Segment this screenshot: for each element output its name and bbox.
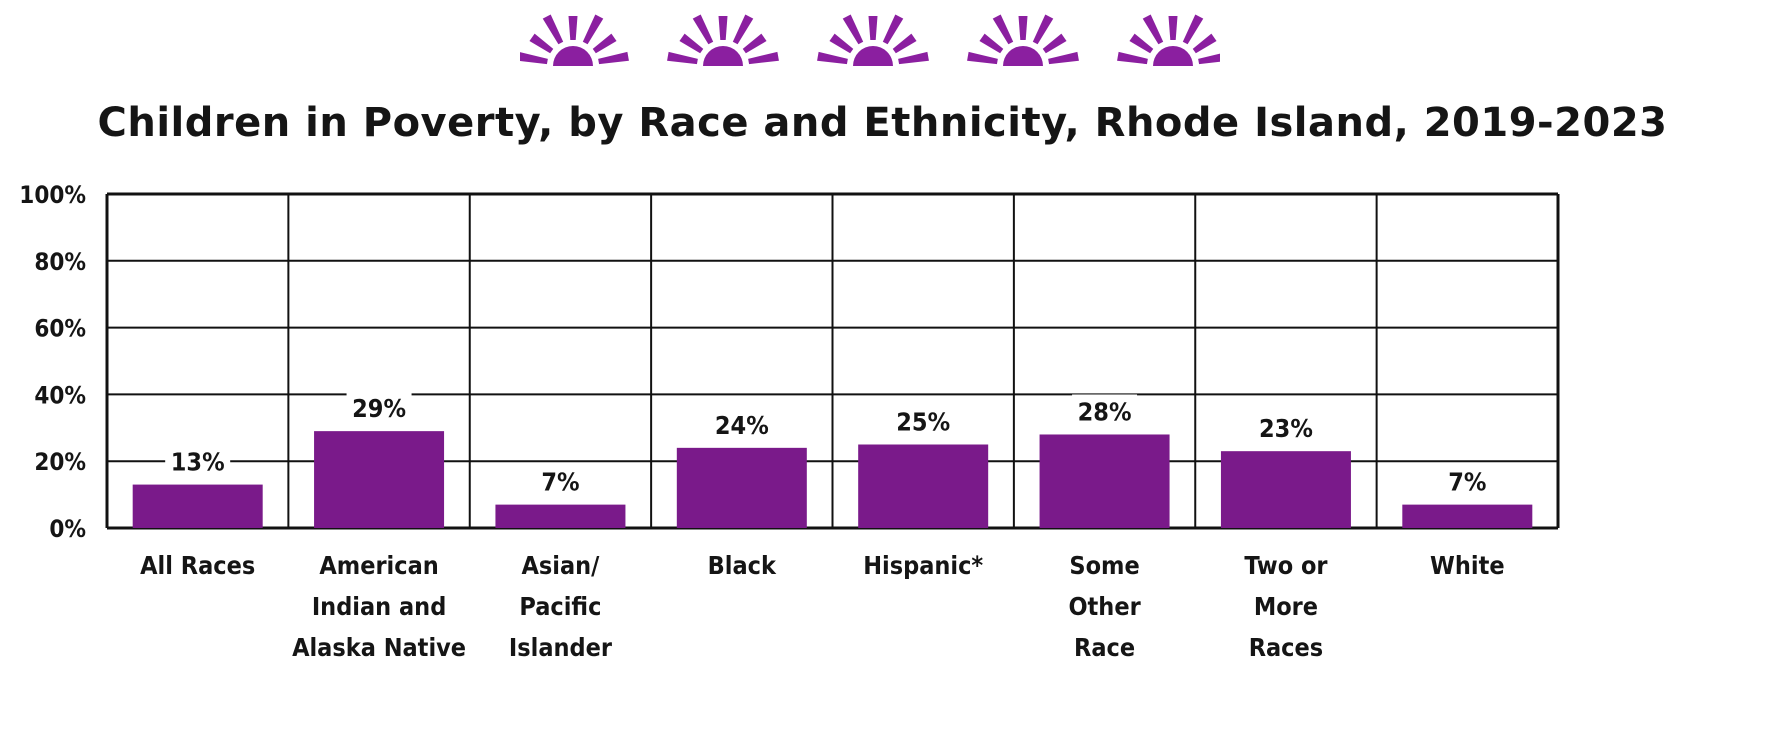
y-tick-label: 60% <box>34 315 86 343</box>
y-tick-label: 80% <box>34 248 86 276</box>
data-label: 24% <box>715 411 769 440</box>
y-tick-label: 100% <box>19 181 86 209</box>
sunburst-icon <box>520 14 629 66</box>
data-label-background <box>1072 394 1138 427</box>
data-label-background <box>346 391 412 424</box>
bar <box>495 504 626 528</box>
sunburst-logo <box>520 14 1220 66</box>
data-label: 28% <box>1078 397 1132 426</box>
bar <box>676 447 807 528</box>
y-axis: 0% 20% 40% 60% 80% 100% <box>19 181 86 543</box>
x-category-label: All Races <box>140 551 255 580</box>
bar <box>1039 434 1170 528</box>
x-category-label: Two or More Races <box>1244 551 1328 662</box>
x-category-label: American Indian and Alaska Native <box>292 551 466 662</box>
data-label: 13% <box>171 448 225 477</box>
data-label: 23% <box>1259 414 1313 443</box>
y-tick-label: 20% <box>34 448 86 476</box>
bar <box>132 484 263 528</box>
chart-title: Children in Poverty, by Race and Ethnici… <box>97 100 1668 146</box>
sunburst-icon <box>1117 14 1220 66</box>
x-category-label: White <box>1430 551 1505 580</box>
bar <box>1402 504 1533 528</box>
data-label: 7% <box>541 468 579 497</box>
x-category-label: Black <box>708 551 777 580</box>
data-label-background <box>165 444 231 477</box>
bars: 13% All Races 29% American Indian and Alaska … <box>132 391 1533 662</box>
data-label: 25% <box>896 408 950 437</box>
y-tick-label: 0% <box>49 515 86 543</box>
data-label: 29% <box>352 394 406 423</box>
data-label-background <box>1253 411 1319 444</box>
data-label-background <box>1442 464 1493 497</box>
data-label-background <box>535 464 586 497</box>
data-label: 7% <box>1448 468 1486 497</box>
y-tick-label: 40% <box>34 381 86 409</box>
sunburst-icon <box>667 14 779 66</box>
x-category-label: Some Other Race <box>1068 551 1141 662</box>
x-category-label: Asian/Pacific Islander <box>509 551 613 662</box>
bar <box>858 444 989 528</box>
bar <box>314 431 445 528</box>
data-label-background <box>890 404 956 437</box>
sunburst-icon <box>967 14 1079 66</box>
sunburst-icon <box>817 14 929 66</box>
data-label-background <box>709 407 775 440</box>
bar <box>1220 451 1351 528</box>
x-category-label: Hispanic* <box>863 551 983 580</box>
